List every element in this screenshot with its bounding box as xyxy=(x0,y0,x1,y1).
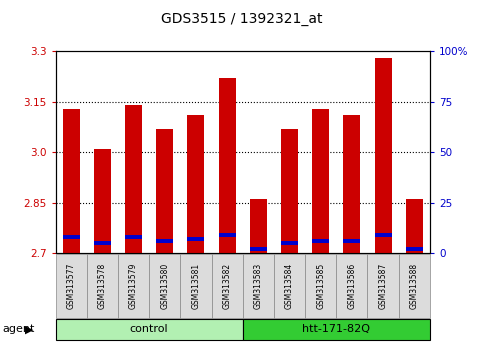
Bar xyxy=(312,108,329,253)
Text: ▶: ▶ xyxy=(25,324,34,334)
Bar xyxy=(125,105,142,253)
Bar xyxy=(250,199,267,253)
Bar xyxy=(187,237,204,241)
Text: control: control xyxy=(130,324,169,334)
Text: GSM313582: GSM313582 xyxy=(223,263,232,309)
Bar xyxy=(343,239,360,243)
Bar xyxy=(374,58,392,253)
Bar xyxy=(312,239,329,243)
Text: GSM313578: GSM313578 xyxy=(98,263,107,309)
Text: htt-171-82Q: htt-171-82Q xyxy=(302,324,370,334)
Bar xyxy=(63,108,80,253)
Bar xyxy=(187,115,204,253)
Bar xyxy=(94,149,111,253)
Text: GSM313588: GSM313588 xyxy=(410,263,419,309)
Text: GSM313580: GSM313580 xyxy=(160,263,169,309)
Text: GSM313584: GSM313584 xyxy=(285,263,294,309)
Text: GSM313586: GSM313586 xyxy=(347,263,356,309)
Bar xyxy=(281,241,298,245)
Bar xyxy=(374,233,392,236)
Text: GSM313579: GSM313579 xyxy=(129,263,138,309)
Bar xyxy=(156,239,173,243)
Bar xyxy=(218,78,236,253)
Text: GDS3515 / 1392321_at: GDS3515 / 1392321_at xyxy=(161,12,322,27)
Text: GSM313581: GSM313581 xyxy=(191,263,200,309)
Bar xyxy=(125,235,142,239)
Bar xyxy=(94,241,111,245)
Bar xyxy=(156,129,173,253)
Bar xyxy=(406,247,423,251)
Text: GSM313587: GSM313587 xyxy=(379,263,387,309)
Bar xyxy=(343,115,360,253)
Bar xyxy=(250,247,267,251)
Text: GSM313585: GSM313585 xyxy=(316,263,325,309)
Bar xyxy=(281,129,298,253)
Bar xyxy=(218,233,236,236)
Text: GSM313577: GSM313577 xyxy=(67,263,76,309)
Text: GSM313583: GSM313583 xyxy=(254,263,263,309)
Text: agent: agent xyxy=(2,324,35,334)
Bar xyxy=(63,235,80,239)
Bar xyxy=(406,199,423,253)
